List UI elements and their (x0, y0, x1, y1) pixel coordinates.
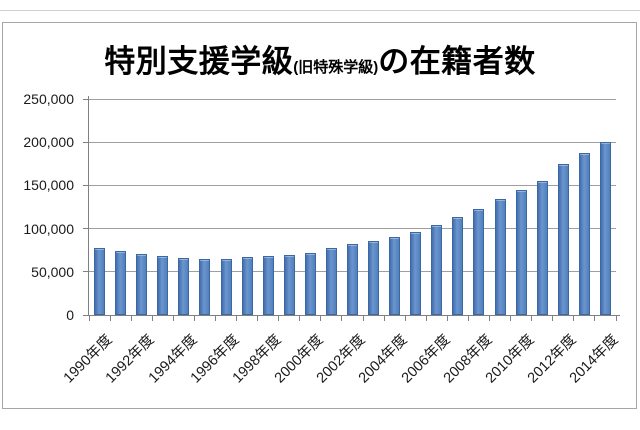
x-axis-tick (299, 316, 301, 321)
bar (157, 256, 169, 315)
x-axis-tick (130, 316, 132, 321)
x-axis-tick (383, 316, 385, 321)
x-axis-tick (88, 316, 90, 321)
x-axis-tick (362, 316, 364, 321)
x-axis-tick (531, 316, 533, 321)
bar (262, 255, 274, 315)
y-axis-tick (83, 141, 88, 143)
y-axis-tick (83, 98, 88, 100)
x-axis-tick (193, 316, 195, 321)
bar (494, 198, 506, 315)
x-axis-tick (278, 316, 280, 321)
x-axis-tick (573, 316, 575, 321)
x-axis-tick (615, 316, 617, 321)
x-axis-tick (214, 316, 216, 321)
x-axis-tick (467, 316, 469, 321)
bar (283, 254, 295, 315)
bar (325, 248, 337, 315)
bar (557, 164, 569, 315)
bar (347, 243, 358, 315)
x-axis-tick (425, 316, 427, 321)
gridline (89, 98, 616, 100)
bar (220, 258, 232, 315)
bar (536, 180, 548, 315)
bar (94, 248, 106, 315)
page-divider (0, 10, 640, 11)
y-axis-line (88, 96, 89, 315)
y-axis-label: 50,000 (31, 263, 74, 280)
y-axis-label: 250,000 (23, 91, 74, 107)
x-axis-tick (320, 316, 322, 321)
bar (452, 217, 464, 315)
chart-title-main: 特別支援学級 (104, 44, 294, 79)
bar (241, 257, 253, 315)
y-axis-tick (83, 228, 88, 230)
chart-frame (2, 22, 637, 409)
y-axis-label: 100,000 (23, 220, 74, 237)
bar (199, 259, 211, 315)
x-axis-tick (236, 316, 238, 321)
y-axis-tick (83, 184, 88, 186)
gridline (89, 141, 616, 143)
chart-title-note: (旧特殊学級) (293, 59, 379, 76)
bar (515, 189, 527, 315)
x-axis-tick (594, 316, 596, 321)
bar (410, 232, 422, 315)
x-axis-tick (446, 316, 448, 321)
y-axis-label: 150,000 (23, 177, 74, 194)
x-axis-tick (552, 316, 554, 321)
x-axis-tick (109, 316, 111, 321)
bar (389, 237, 401, 315)
bar (304, 252, 316, 315)
x-axis-tick (257, 316, 259, 321)
gridline (89, 184, 616, 186)
x-axis-tick (404, 316, 406, 321)
y-axis-tick (83, 271, 88, 273)
bar (178, 257, 190, 315)
bar (473, 208, 485, 315)
bar (431, 225, 443, 315)
bar (599, 141, 611, 315)
chart-title-tail: の在籍者数 (378, 44, 536, 79)
x-axis-tick (341, 316, 343, 321)
x-axis-line (83, 315, 620, 316)
bar (115, 250, 127, 315)
gridline (89, 228, 616, 230)
bar (136, 253, 148, 315)
y-axis-label: 0 (66, 307, 74, 323)
x-axis-tick (489, 316, 491, 321)
chart-title: 特別支援学級(旧特殊学級)の在籍者数 (0, 36, 640, 81)
x-axis-tick (172, 316, 174, 321)
bar (578, 153, 590, 315)
x-axis-tick (510, 316, 512, 321)
bar (368, 240, 380, 315)
x-axis-tick (151, 316, 153, 321)
y-axis-label: 200,000 (23, 134, 74, 151)
